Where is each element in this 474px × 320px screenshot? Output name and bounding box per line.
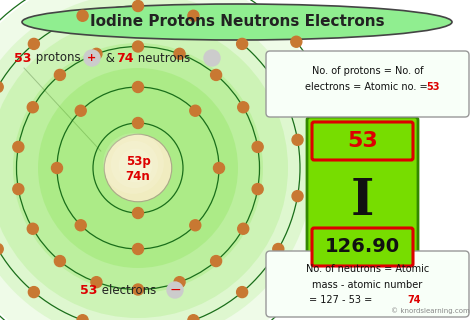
Text: neutrons: neutrons [134, 52, 190, 65]
Circle shape [13, 184, 24, 195]
Circle shape [84, 50, 100, 66]
FancyBboxPatch shape [266, 251, 469, 317]
Text: 53: 53 [80, 284, 97, 297]
Circle shape [104, 134, 172, 202]
Circle shape [0, 244, 3, 254]
Circle shape [174, 48, 185, 59]
Circle shape [133, 244, 144, 254]
Text: No. of protons = No. of: No. of protons = No. of [312, 66, 423, 76]
Circle shape [238, 223, 249, 234]
Text: −: − [169, 283, 181, 297]
Text: No. of neutrons = Atomic: No. of neutrons = Atomic [306, 265, 429, 275]
Text: 74: 74 [408, 295, 421, 305]
Circle shape [237, 38, 247, 49]
Circle shape [273, 82, 284, 92]
Text: 53: 53 [347, 131, 378, 151]
Circle shape [133, 117, 144, 129]
Text: 74: 74 [116, 52, 134, 65]
Circle shape [204, 50, 220, 66]
Text: 53p: 53p [126, 156, 150, 169]
Text: &: & [102, 52, 118, 65]
Circle shape [190, 105, 201, 116]
Circle shape [330, 208, 341, 219]
Circle shape [188, 315, 199, 320]
Text: = 127 - 53 =: = 127 - 53 = [309, 295, 375, 305]
Circle shape [55, 256, 65, 267]
Circle shape [52, 163, 63, 173]
Circle shape [133, 284, 144, 295]
Circle shape [91, 277, 102, 288]
Circle shape [13, 43, 263, 293]
Circle shape [174, 277, 185, 288]
Text: +: + [87, 53, 97, 63]
Circle shape [77, 10, 88, 21]
Circle shape [28, 38, 39, 49]
FancyBboxPatch shape [312, 228, 413, 266]
Circle shape [27, 223, 38, 234]
Circle shape [28, 287, 39, 298]
Circle shape [75, 220, 86, 231]
Circle shape [190, 220, 201, 231]
Circle shape [291, 36, 302, 47]
Circle shape [213, 163, 225, 173]
Text: Iodine Protons Neutrons Electrons: Iodine Protons Neutrons Electrons [90, 14, 384, 29]
Circle shape [0, 82, 3, 92]
Circle shape [133, 82, 144, 92]
FancyBboxPatch shape [312, 122, 413, 160]
Circle shape [27, 102, 38, 113]
Text: I: I [351, 177, 374, 226]
Circle shape [133, 41, 144, 52]
Text: mass - atomic number: mass - atomic number [312, 280, 423, 290]
Circle shape [38, 68, 238, 268]
Circle shape [111, 141, 158, 188]
Circle shape [118, 148, 152, 182]
Text: 74n: 74n [126, 170, 150, 182]
FancyBboxPatch shape [307, 117, 418, 271]
Circle shape [133, 1, 144, 12]
Circle shape [0, 18, 288, 318]
Circle shape [167, 282, 183, 298]
Circle shape [91, 48, 102, 59]
Text: electrons = Atomic no. =: electrons = Atomic no. = [305, 82, 430, 92]
Circle shape [77, 315, 88, 320]
Circle shape [292, 134, 303, 145]
Circle shape [252, 141, 263, 152]
Text: 53: 53 [426, 82, 439, 92]
Text: © knordslearning.com: © knordslearning.com [391, 307, 470, 314]
Circle shape [188, 10, 199, 21]
Circle shape [133, 207, 144, 219]
Text: protons: protons [32, 52, 81, 65]
Circle shape [0, 0, 338, 320]
Ellipse shape [22, 4, 452, 40]
Text: electrons: electrons [98, 284, 156, 297]
Text: 126.90: 126.90 [325, 237, 400, 257]
Circle shape [103, 133, 164, 194]
Circle shape [238, 102, 249, 113]
Circle shape [127, 156, 146, 177]
Circle shape [13, 141, 24, 152]
Circle shape [210, 256, 222, 267]
Circle shape [0, 0, 313, 320]
Circle shape [75, 105, 86, 116]
Circle shape [55, 69, 65, 80]
Circle shape [273, 244, 284, 254]
Circle shape [252, 184, 263, 195]
Circle shape [134, 164, 141, 171]
Circle shape [237, 287, 247, 298]
Circle shape [292, 191, 303, 202]
Circle shape [210, 69, 222, 80]
Text: 53: 53 [14, 52, 31, 65]
FancyBboxPatch shape [266, 51, 469, 117]
